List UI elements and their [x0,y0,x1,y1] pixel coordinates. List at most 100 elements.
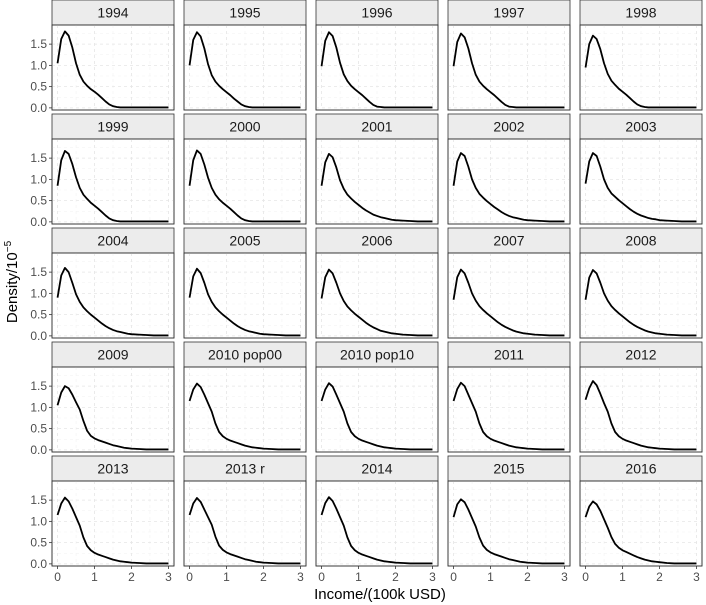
y-tick-label: 1.5 [30,151,47,165]
facet-strip-label: 1994 [97,5,128,21]
panel-border [51,366,175,453]
x-tick-label: 0 [450,570,457,584]
x-tick-label: 3 [429,570,436,584]
facet-strip-label: 2005 [229,233,260,249]
x-tick-label: 0 [54,570,61,584]
facet-panel: 2007 [447,227,571,339]
facet-panel: 1997 [447,0,571,111]
x-axis-title: Income/(100k USD) [314,586,446,603]
density-curve [320,496,433,565]
panel-border [51,252,175,339]
density-curve [188,267,301,337]
density-curve [584,34,697,109]
facet-strip [579,227,703,254]
panel-border [315,252,439,339]
panel-border [315,138,439,225]
facet-strip-label: 2003 [625,119,656,135]
y-tick-label: 1.5 [30,379,47,393]
facet-strip-label: 2006 [361,233,392,249]
panel-border [447,366,571,453]
facet-panel: 2000 [183,113,307,225]
facet-panel: 1994 0.0 0.5 1.0 1.5 [30,0,175,115]
facet-strip-label: 1995 [229,5,260,21]
facet-strip [315,341,439,368]
x-tick-label: 3 [297,570,304,584]
y-tick-label: 0.0 [30,101,47,115]
facet-strip [183,341,307,368]
facet-strip [315,227,439,254]
facet-strip-label: 1997 [493,5,524,21]
density-curve [56,30,169,109]
density-curve [320,152,433,223]
panel-border [183,480,307,567]
panel-border [183,366,307,453]
facet-strip [51,113,175,140]
density-curve [188,497,301,565]
facet-strip-label: 2014 [361,461,392,477]
x-tick-label: 1 [487,570,494,584]
density-curve [188,149,301,223]
panel-border [579,24,703,111]
panel-border [447,24,571,111]
panel-border [51,138,175,225]
x-tick-label: 1 [91,570,98,584]
facet-strip [579,341,703,368]
facet-strip-label: 2012 [625,347,656,363]
facet-panel: 2012 [579,341,703,453]
x-tick-label: 1 [355,570,362,584]
facet-strip [447,341,571,368]
density-curve [584,269,697,337]
facet-panel: 2011 [447,341,571,453]
y-tick-label: 0.0 [30,329,47,343]
density-curve [188,382,301,451]
y-tick-label: 1.5 [30,493,47,507]
facet-panel: 2013 r 0 1 2 3 [183,455,307,584]
facet-strip [183,113,307,140]
facet-strip-label: 2002 [493,119,524,135]
density-curve [452,152,565,223]
panel-border [51,24,175,111]
facet-strip-label: 2000 [229,119,260,135]
facet-strip [183,455,307,482]
facet-panel: 2013 0.0 0.5 1.0 1.5 0 1 2 3 [30,455,175,584]
panel-border [183,138,307,225]
y-tick-label: 0.5 [30,422,47,436]
density-curve [584,500,697,565]
facet-strip-label: 1998 [625,5,656,21]
panel-border [579,366,703,453]
facet-strip [447,0,571,26]
y-tick-label: 0.0 [30,557,47,571]
y-tick-label: 1.0 [30,172,47,186]
facet-panel: 2004 0.0 0.5 1.0 1.5 [30,227,175,343]
facet-strip-label: 2013 [97,461,128,477]
facet-strip-label: 2016 [625,461,656,477]
panel-border [315,24,439,111]
facet-strip-label: 2015 [493,461,524,477]
facet-strip-label: 2013 r [225,461,265,477]
facet-strip [51,341,175,368]
facet-strip-label: 1999 [97,119,128,135]
facet-panel: 1999 0.0 0.5 1.0 1.5 [30,113,175,229]
facet-strip-label: 2001 [361,119,392,135]
panel-border [579,252,703,339]
facet-strip [447,455,571,482]
x-tick-label: 2 [392,570,399,584]
x-tick-label: 0 [582,570,589,584]
density-curve [56,150,169,223]
facet-panel: 2014 0 1 2 3 [315,455,439,584]
density-curve [320,382,433,451]
panel-border [183,252,307,339]
y-tick-label: 1.0 [30,514,47,528]
x-tick-label: 2 [524,570,531,584]
y-tick-label: 0.5 [30,536,47,550]
facet-panel: 2009 0.0 0.5 1.0 1.5 [30,341,175,457]
facet-strip-label: 2010 pop10 [340,347,414,363]
facet-panel: 2005 [183,227,307,339]
x-tick-label: 2 [260,570,267,584]
x-tick-label: 0 [186,570,193,584]
facet-strip [315,0,439,26]
facet-panel: 1995 [183,0,307,111]
facet-strip [183,227,307,254]
panel-border [579,480,703,567]
